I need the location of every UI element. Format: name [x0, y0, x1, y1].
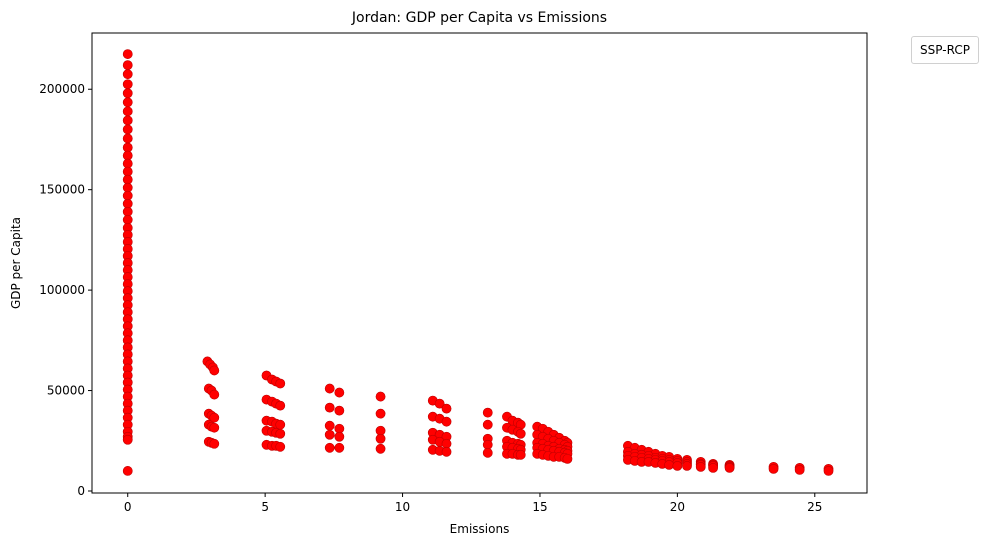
- data-point: [122, 466, 133, 476]
- data-point: [441, 416, 452, 427]
- data-point: [122, 69, 133, 80]
- data-point: [209, 365, 220, 376]
- x-axis-label: Emissions: [450, 522, 510, 536]
- plot-frame: [91, 32, 868, 494]
- points-layer: [122, 49, 834, 476]
- data-point: [672, 460, 683, 471]
- data-point: [122, 49, 133, 59]
- data-point: [324, 383, 335, 394]
- data-point: [275, 400, 286, 411]
- data-point: [794, 464, 805, 475]
- data-point: [482, 407, 493, 418]
- data-point: [334, 405, 345, 416]
- chart-title: Jordan: GDP per Capita vs Emissions: [351, 10, 607, 26]
- x-axis: 0 5 10 15 20 25: [124, 493, 822, 514]
- y-tick-label: 100000: [39, 283, 85, 297]
- data-point: [122, 79, 133, 90]
- data-point: [275, 428, 286, 439]
- data-point: [122, 124, 133, 135]
- y-tick-label: 150000: [39, 183, 85, 197]
- y-axis: 0 50000 100000 150000 200000: [39, 82, 92, 498]
- data-point: [482, 419, 493, 430]
- data-point: [122, 115, 133, 126]
- legend: SSP-RCP: [911, 36, 979, 64]
- x-tick-label: 10: [395, 500, 410, 514]
- data-point: [441, 403, 452, 414]
- data-point: [515, 428, 526, 439]
- y-tick-label: 50000: [47, 384, 85, 398]
- data-point: [724, 462, 735, 473]
- legend-title: SSP-RCP: [920, 43, 970, 57]
- data-point: [334, 387, 345, 398]
- data-point: [823, 466, 834, 476]
- data-point: [375, 408, 386, 419]
- data-point: [122, 97, 133, 108]
- x-tick-label: 0: [124, 500, 132, 514]
- data-point: [275, 441, 286, 452]
- data-point: [122, 133, 133, 144]
- x-tick-label: 20: [670, 500, 685, 514]
- y-axis-label: GDP per Capita: [9, 217, 23, 309]
- y-tick-label: 0: [77, 484, 85, 498]
- data-point: [209, 389, 220, 400]
- data-point: [275, 378, 286, 389]
- x-tick-label: 15: [532, 500, 547, 514]
- data-point: [434, 398, 445, 409]
- data-point: [441, 446, 452, 457]
- data-point: [324, 429, 335, 440]
- data-point: [375, 443, 386, 454]
- data-point: [324, 402, 335, 413]
- data-point: [122, 60, 133, 71]
- x-tick-label: 25: [807, 500, 822, 514]
- data-point: [708, 462, 718, 473]
- data-point: [122, 88, 133, 99]
- data-point: [664, 459, 675, 470]
- y-tick-label: 200000: [39, 82, 85, 96]
- data-point: [334, 431, 345, 442]
- data-point: [324, 442, 335, 453]
- data-point: [209, 422, 220, 433]
- data-point: [482, 447, 493, 458]
- data-point: [375, 391, 386, 402]
- data-point: [375, 433, 386, 444]
- data-point: [768, 463, 779, 474]
- data-point: [209, 412, 220, 423]
- data-point: [122, 434, 133, 445]
- data-point: [562, 453, 573, 464]
- data-point: [122, 106, 133, 117]
- data-point: [695, 461, 706, 472]
- data-point: [334, 442, 345, 453]
- data-point: [515, 449, 526, 460]
- data-point: [324, 420, 335, 431]
- data-point: [209, 438, 220, 449]
- data-point: [682, 460, 692, 471]
- x-tick-label: 5: [261, 500, 269, 514]
